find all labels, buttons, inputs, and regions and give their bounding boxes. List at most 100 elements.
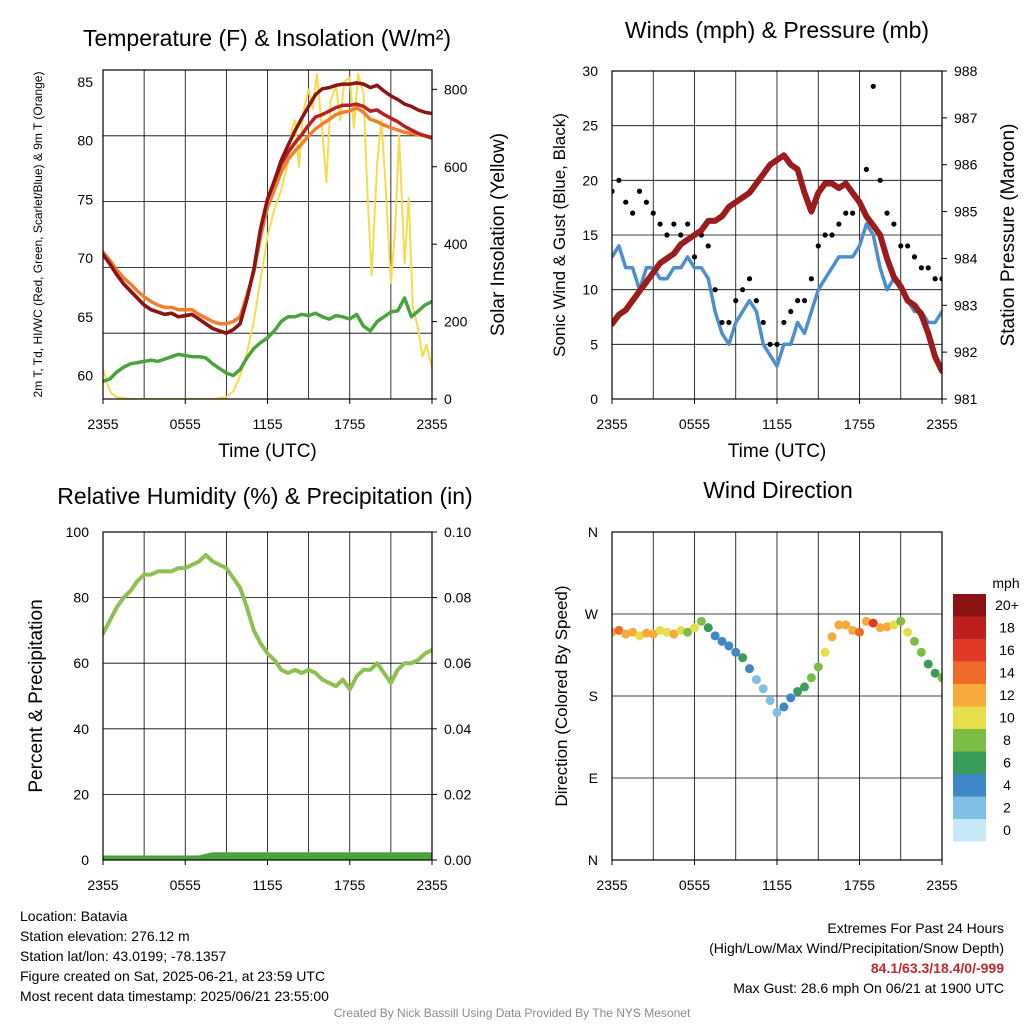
- direction-point: [800, 682, 809, 692]
- gust-point: [932, 276, 938, 282]
- y-axis-label: Percent & Precipitation: [26, 599, 47, 792]
- direction-point: [882, 622, 892, 632]
- plot-area: [103, 553, 432, 860]
- direction-point: [923, 659, 933, 669]
- direction-point: [765, 696, 775, 706]
- direction-point: [717, 636, 727, 646]
- colorbar-label: 12: [999, 687, 1015, 703]
- gust-point: [733, 298, 739, 304]
- y2-tick-label: 0: [444, 391, 452, 407]
- recent-data-text: Most recent data timestamp: 2025/06/21 2…: [20, 988, 329, 1004]
- gust-point: [612, 188, 615, 194]
- chart-panel-2: Winds (mph) & Pressure (mb) 2355 0555 1155 1…: [550, 17, 1019, 462]
- chart-title: Temperature (F) & Insolation (W/m²): [83, 25, 451, 51]
- y2-axis-label: Solar Insolation (Yellow): [488, 133, 509, 336]
- direction-point: [696, 616, 706, 626]
- colorbar-swatch: [953, 706, 986, 729]
- colorbar-swatch: [953, 661, 986, 684]
- gust-point: [657, 221, 663, 227]
- gust-point: [767, 341, 773, 347]
- direction-point: [772, 707, 782, 717]
- y-tick-label: 40: [73, 721, 89, 737]
- colorbar-label: 2: [1003, 800, 1011, 816]
- gust-point: [911, 254, 918, 260]
- y-axis-label: Direction (Colored By Speed): [552, 585, 571, 806]
- direction-point: [690, 623, 699, 633]
- series-line-hi: [103, 81, 432, 335]
- y-tick-label: 85: [77, 74, 93, 90]
- y-axis-label: Sonic Wind & Gust (Blue, Black): [550, 113, 569, 357]
- y2-tick-label: 981: [954, 391, 978, 407]
- plot-frame: [102, 69, 433, 400]
- direction-point: [669, 629, 679, 639]
- y2-tick-label: 982: [954, 344, 978, 360]
- colorbar-label: 10: [999, 710, 1015, 726]
- elevation-text: Station elevation: 276.12 m: [20, 928, 190, 944]
- gust-point: [774, 341, 780, 347]
- x-axis-label: Time (UTC): [218, 441, 317, 462]
- y-tick-label: 70: [77, 250, 93, 266]
- plot-frame: [611, 70, 943, 400]
- y2-tick-label: 0.02: [444, 786, 471, 802]
- series-line-t9m: [103, 105, 432, 326]
- gust-point: [753, 298, 759, 304]
- gust-point: [898, 243, 904, 249]
- colorbar-swatch: [953, 819, 986, 842]
- direction-point: [758, 684, 768, 694]
- created-text: Figure created on Sat, 2025-06-21, at 23…: [20, 968, 326, 984]
- series-line-precip: [103, 852, 432, 860]
- direction-point: [793, 686, 803, 696]
- colorbar-title: mph: [992, 575, 1019, 591]
- direction-point: [896, 616, 906, 626]
- plot-area: [103, 72, 432, 399]
- x-tick-label: 2355: [596, 416, 627, 432]
- gust-point: [740, 287, 746, 293]
- x-tick-label: 2355: [87, 877, 118, 893]
- direction-point: [738, 653, 748, 663]
- colorbar-swatch: [953, 616, 986, 639]
- gust-point: [925, 265, 931, 271]
- y2-tick-label: 0.06: [444, 655, 471, 671]
- location-text: Location: Batavia: [20, 908, 128, 924]
- extremes-values: 84.1/63.3/18.4/0/-999: [870, 960, 1004, 976]
- direction-point: [662, 627, 672, 637]
- direction-point: [806, 673, 816, 683]
- chart-panel-4: Wind Direction 2355 0555 1155 1755 2355 N E S W N D…: [552, 477, 1020, 893]
- gust-point: [630, 210, 636, 216]
- series-line-pressure: [612, 152, 942, 374]
- gust-point: [891, 221, 897, 227]
- y2-tick-label: 988: [954, 63, 978, 79]
- colorbar-label: 14: [999, 665, 1015, 681]
- y-tick-label: 80: [73, 590, 89, 606]
- x-tick-label: 1155: [252, 877, 282, 893]
- x-tick-label: 1755: [844, 416, 875, 432]
- y-tick-label: 65: [77, 309, 93, 325]
- colorbar-swatch: [953, 796, 986, 819]
- series-line-wind: [612, 222, 942, 368]
- gust-point: [719, 319, 725, 326]
- y-tick-label: 25: [582, 118, 598, 134]
- x-tick-label: 1755: [334, 416, 365, 432]
- y2-tick-label: 200: [444, 314, 468, 330]
- chart-panel-3: Relative Humidity (%) & Precipitation (i…: [26, 483, 473, 893]
- x-tick-label: 2355: [416, 877, 447, 893]
- direction-point: [703, 623, 713, 633]
- colorbar-swatch: [953, 594, 986, 617]
- x-tick-label: 1155: [762, 416, 792, 432]
- colorbar-label: 20+: [995, 597, 1019, 613]
- y2-tick-label: 800: [444, 81, 468, 97]
- gust-point: [712, 287, 718, 293]
- direction-point: [745, 664, 754, 674]
- y2-tick-label: 985: [954, 204, 978, 220]
- x-tick-label: 2355: [926, 416, 957, 432]
- gust-point: [643, 199, 649, 205]
- chart-title: Winds (mph) & Pressure (mb): [625, 17, 929, 43]
- gust-point: [616, 177, 622, 183]
- extremes-subtitle: (High/Low/Max Wind/Precipitation/Snow De…: [709, 940, 1004, 956]
- y-tick-label: 60: [73, 655, 89, 671]
- y-tick-label: 15: [582, 227, 598, 243]
- direction-point: [910, 636, 919, 646]
- x-tick-label: 0555: [679, 416, 710, 432]
- y-tick-label: 75: [77, 191, 93, 207]
